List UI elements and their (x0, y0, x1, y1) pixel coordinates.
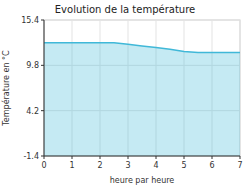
y-axis-label: Température en °C (1, 50, 11, 127)
x-tick-label: 2 (97, 161, 102, 170)
x-tick (100, 156, 101, 159)
area (44, 43, 240, 156)
y-grid-line (44, 156, 240, 157)
plot-area (44, 20, 240, 156)
chart: 0 1 2 3 4 5 6 7 -1.4 4.2 9.8 15.4 Evolution de la te… (0, 0, 250, 188)
y-tick-label: 4.2 (26, 107, 39, 116)
x-grid-line (44, 20, 45, 156)
y-tick (41, 156, 44, 157)
x-tick (72, 156, 73, 159)
title: Evolution de la température (55, 4, 195, 15)
y-tick (41, 20, 44, 21)
x-tick-label: 5 (181, 161, 186, 170)
line (44, 43, 240, 53)
y-tick-label: 15.4 (21, 16, 39, 25)
x-tick-label: 6 (209, 161, 214, 170)
x-tick-label: 4 (153, 161, 158, 170)
x-tick (184, 156, 185, 159)
y-tick (41, 65, 44, 66)
x-tick (240, 156, 241, 159)
x-axis-label: heure par heure (110, 176, 175, 185)
grid (44, 20, 240, 156)
y-axis-line (44, 20, 45, 156)
y-tick-label: 9.8 (26, 61, 39, 70)
y-tick-label: -1.4 (23, 152, 39, 161)
x-tick-label: 1 (69, 161, 74, 170)
y-grid-line (44, 20, 240, 21)
series (44, 43, 240, 156)
y-tick (41, 110, 44, 111)
x-tick-label: 3 (125, 161, 130, 170)
x-tick (212, 156, 213, 159)
axes: 0 1 2 3 4 5 6 7 -1.4 4.2 9.8 15.4 (21, 16, 242, 170)
x-tick-label: 7 (237, 161, 242, 170)
x-tick-label: 0 (41, 161, 46, 170)
x-tick (128, 156, 129, 159)
x-tick (156, 156, 157, 159)
x-axis-line (44, 156, 240, 157)
